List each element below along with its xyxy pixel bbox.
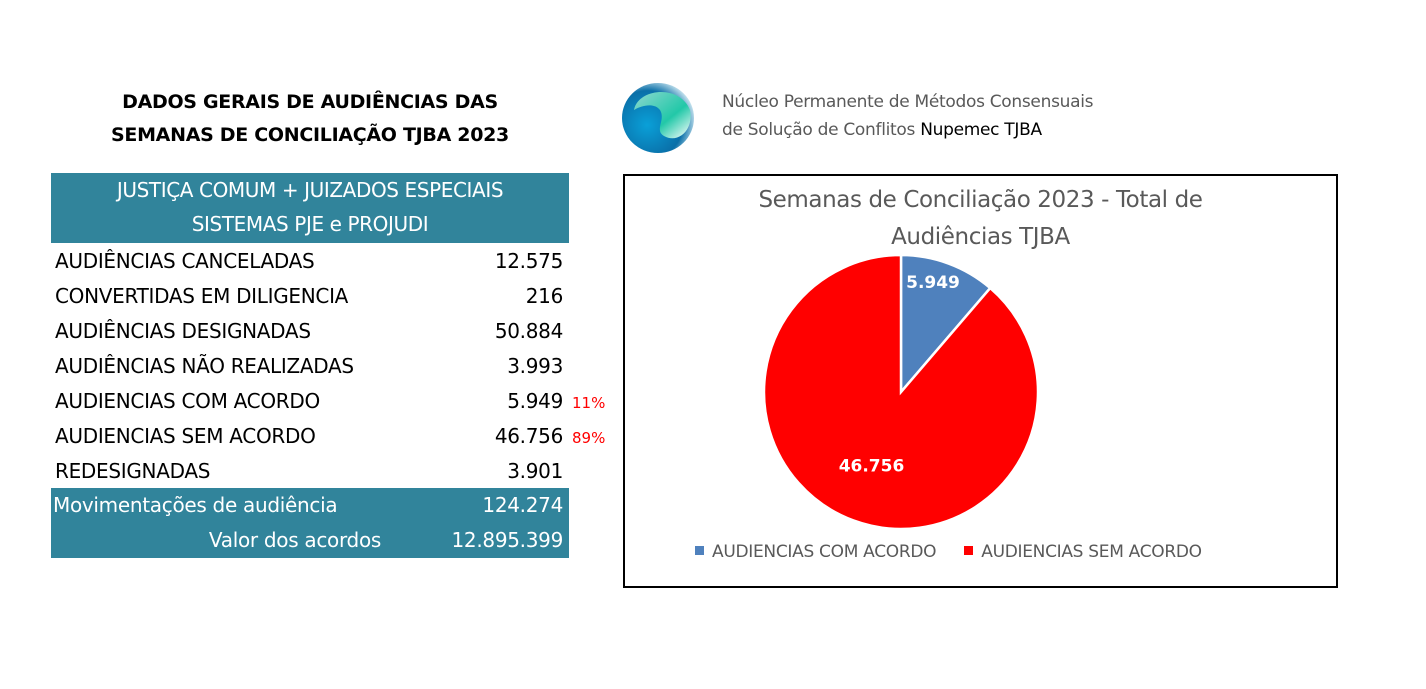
row-percent: 89% bbox=[572, 429, 606, 447]
table-row: REDESIGNADAS 3.901 bbox=[51, 454, 569, 489]
total-value: 124.274 bbox=[482, 493, 563, 517]
row-value: 216 bbox=[525, 284, 564, 308]
row-value: 46.756 bbox=[494, 424, 563, 448]
pie-slice bbox=[762, 253, 1040, 531]
table-row: AUDIÊNCIAS DESIGNADAS 50.884 bbox=[51, 314, 569, 349]
page-title-line-1: DADOS GERAIS DE AUDIÊNCIAS DAS bbox=[122, 91, 498, 113]
legend-swatch bbox=[964, 545, 974, 555]
pie-data-label: 46.756 bbox=[839, 457, 905, 477]
legend-label: AUDIENCIAS COM ACORDO bbox=[712, 542, 937, 562]
legend-label: AUDIENCIAS SEM ACORDO bbox=[981, 542, 1202, 562]
org-line-2: de Solução de Conflitos bbox=[722, 120, 916, 140]
pie-data-label: 5.949 bbox=[906, 273, 960, 293]
chart-title: Semanas de Conciliação 2023 - Total de A… bbox=[625, 182, 1336, 256]
pie-chart: Semanas de Conciliação 2023 - Total de A… bbox=[623, 174, 1338, 588]
row-value: 3.901 bbox=[507, 459, 563, 483]
page-title: DADOS GERAIS DE AUDIÊNCIAS DAS SEMANAS D… bbox=[55, 86, 565, 152]
row-percent: 11% bbox=[572, 394, 606, 412]
row-value: 5.949 bbox=[507, 389, 563, 413]
table-header-line-2: SISTEMAS PJE e PROJUDI bbox=[191, 212, 429, 236]
table-header: JUSTIÇA COMUM + JUIZADOS ESPECIAIS SISTE… bbox=[51, 173, 569, 243]
table-total-row: Valor dos acordos 12.895.399 bbox=[51, 523, 569, 558]
table-row: AUDIÊNCIAS NÃO REALIZADAS 3.993 bbox=[51, 349, 569, 384]
org-line-1: Núcleo Permanente de Métodos Consensuais bbox=[722, 92, 1094, 112]
chart-title-line-2: Audiências TJBA bbox=[891, 224, 1070, 250]
chart-legend: AUDIENCIAS COM ACORDO AUDIENCIAS SEM ACOR… bbox=[695, 542, 1230, 562]
row-label: AUDIÊNCIAS CANCELADAS bbox=[55, 249, 315, 273]
legend-item: AUDIENCIAS COM ACORDO bbox=[695, 542, 937, 562]
row-value: 50.884 bbox=[494, 319, 563, 343]
org-brand: Nupemec TJBA bbox=[920, 120, 1042, 140]
swirl-logo-icon bbox=[622, 83, 694, 153]
table-total-row: Movimentações de audiência 124.274 bbox=[51, 488, 569, 523]
table-row: AUDIENCIAS COM ACORDO 5.949 bbox=[51, 384, 569, 419]
total-label: Valor dos acordos bbox=[208, 528, 381, 552]
legend-swatch bbox=[695, 545, 704, 555]
row-label: AUDIÊNCIAS NÃO REALIZADAS bbox=[55, 354, 354, 378]
legend-item: AUDIENCIAS SEM ACORDO bbox=[964, 542, 1202, 562]
pie-slice bbox=[899, 253, 992, 396]
pie-plot: 5.949 46.756 bbox=[762, 253, 1040, 531]
table-header-line-1: JUSTIÇA COMUM + JUIZADOS ESPECIAIS bbox=[116, 178, 504, 202]
row-label: AUDIENCIAS SEM ACORDO bbox=[55, 424, 316, 448]
page-title-line-2: SEMANAS DE CONCILIAÇÃO TJBA 2023 bbox=[111, 124, 509, 146]
table-row: CONVERTIDAS EM DILIGENCIA 216 bbox=[51, 279, 569, 314]
table-row: AUDIÊNCIAS CANCELADAS 12.575 bbox=[51, 244, 569, 279]
row-label: AUDIÊNCIAS DESIGNADAS bbox=[55, 319, 311, 343]
row-label: REDESIGNADAS bbox=[55, 459, 211, 483]
chart-title-line-1: Semanas de Conciliação 2023 - Total de bbox=[758, 187, 1203, 213]
row-label: AUDIENCIAS COM ACORDO bbox=[55, 389, 320, 413]
total-label: Movimentações de audiência bbox=[53, 493, 338, 517]
total-value: 12.895.399 bbox=[451, 528, 563, 552]
row-value: 3.993 bbox=[507, 354, 563, 378]
row-label: CONVERTIDAS EM DILIGENCIA bbox=[55, 284, 349, 308]
table-row: AUDIENCIAS SEM ACORDO 46.756 bbox=[51, 419, 569, 454]
org-name: Núcleo Permanente de Métodos Consensuais… bbox=[722, 88, 1094, 144]
row-value: 12.575 bbox=[494, 249, 563, 273]
